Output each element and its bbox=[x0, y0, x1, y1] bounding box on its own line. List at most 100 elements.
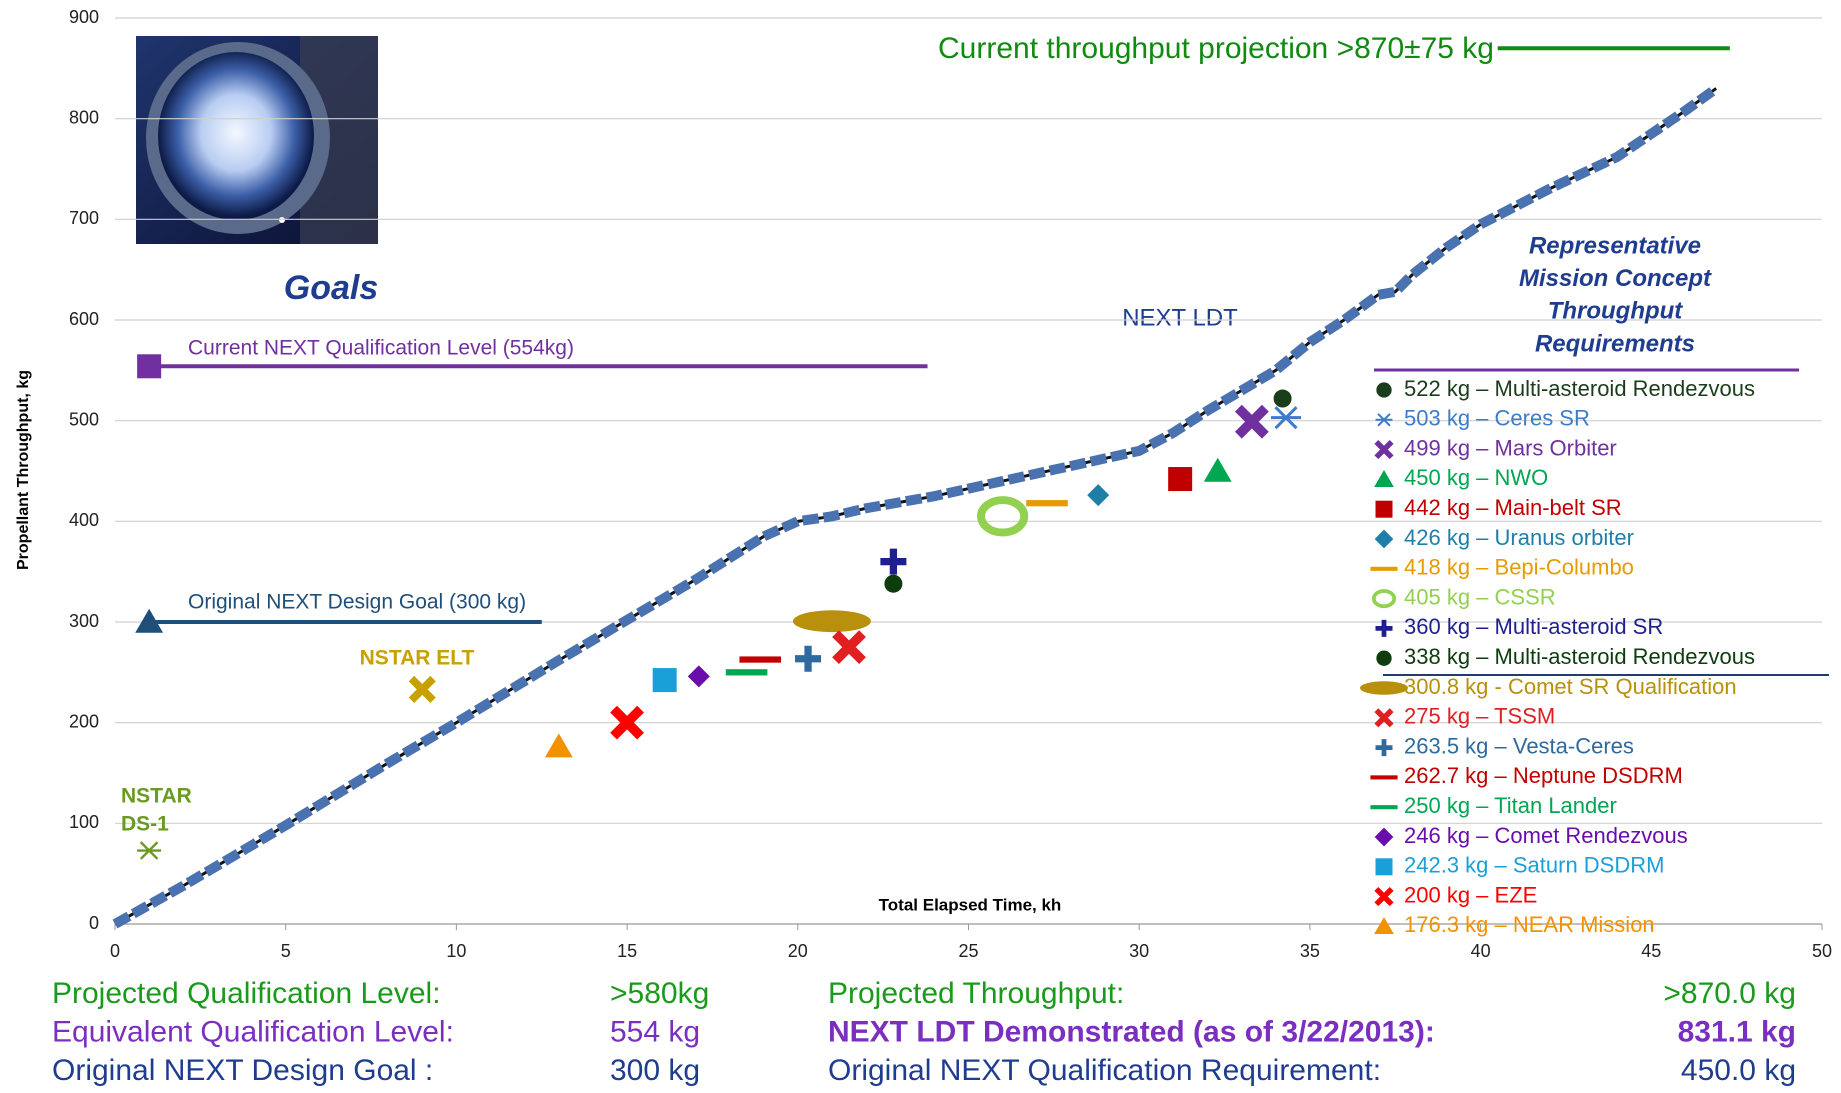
legend-symbol bbox=[1374, 887, 1394, 907]
mission-point bbox=[544, 733, 573, 758]
y-tick-label: 400 bbox=[69, 510, 99, 530]
footer-value: 831.1 kg bbox=[1678, 1015, 1796, 1048]
mission-point bbox=[687, 665, 710, 688]
mission-point bbox=[1026, 500, 1068, 507]
x-axis-title: Total Elapsed Time, kh bbox=[879, 895, 1062, 914]
legend-label: 246 kg – Comet Rendezvous bbox=[1404, 823, 1688, 848]
legend-symbol bbox=[1371, 589, 1397, 609]
thruster-photo bbox=[136, 36, 378, 244]
mission-point bbox=[884, 574, 903, 593]
footer-value: >870.0 kg bbox=[1663, 977, 1796, 1010]
mission-point bbox=[1271, 406, 1301, 430]
mission-point bbox=[977, 496, 1029, 537]
legend-label: 405 kg – CSSR bbox=[1404, 584, 1556, 609]
goal-label: NSTAR bbox=[121, 785, 192, 808]
legend-symbol bbox=[1360, 681, 1408, 695]
footer-label: NEXT LDT Demonstrated (as of 3/22/2013): bbox=[828, 1015, 1435, 1048]
legend-title: Requirements bbox=[1535, 330, 1695, 357]
legend-label: 242.3 kg – Saturn DSDRM bbox=[1404, 853, 1664, 878]
legend-symbol bbox=[1375, 413, 1393, 427]
legend-symbol bbox=[1375, 739, 1393, 757]
mission-point bbox=[1087, 484, 1110, 507]
mission-point bbox=[792, 610, 871, 633]
legend-symbol bbox=[1375, 500, 1393, 518]
footer-value: 554 kg bbox=[610, 1015, 700, 1048]
mission-point bbox=[795, 645, 822, 672]
goal-marker bbox=[135, 608, 164, 633]
y-tick-label: 900 bbox=[69, 7, 99, 27]
mission-point bbox=[725, 669, 768, 676]
legend-title: Throughput bbox=[1548, 298, 1684, 325]
x-tick-label: 10 bbox=[446, 941, 466, 961]
footer-value: >580kg bbox=[610, 977, 709, 1010]
mission-point bbox=[1203, 457, 1232, 482]
footer-label: Original NEXT Design Goal : bbox=[52, 1054, 433, 1087]
y-tick-label: 100 bbox=[69, 812, 99, 832]
y-tick-label: 300 bbox=[69, 611, 99, 631]
legend-label: 503 kg – Ceres SR bbox=[1404, 406, 1590, 431]
legend-label: 300.8 kg - Comet SR Qualification bbox=[1404, 674, 1737, 699]
legend-symbol bbox=[1370, 775, 1398, 780]
y-tick-label: 500 bbox=[69, 409, 99, 429]
goal-marker bbox=[408, 675, 436, 703]
legend-label: 360 kg – Multi-asteroid SR bbox=[1404, 614, 1663, 639]
legend-title: Mission Concept bbox=[1519, 265, 1712, 292]
y-axis-title: Propellant Throughput, kg bbox=[15, 370, 32, 570]
legend-title: Representative bbox=[1529, 232, 1701, 259]
legend-label: 442 kg – Main-belt SR bbox=[1404, 495, 1622, 520]
legend-symbol bbox=[1376, 382, 1392, 398]
x-tick-label: 45 bbox=[1641, 941, 1661, 961]
legend-label: 263.5 kg – Vesta-Ceres bbox=[1404, 733, 1634, 758]
goal-label: Original NEXT Design Goal (300 kg) bbox=[188, 591, 526, 614]
legend-label: 450 kg – NWO bbox=[1404, 465, 1548, 490]
x-tick-label: 20 bbox=[788, 941, 808, 961]
legend-label: 275 kg – TSSM bbox=[1404, 704, 1555, 729]
mission-point bbox=[1273, 389, 1292, 408]
mission-point bbox=[739, 656, 782, 663]
series-line bbox=[112, 84, 1720, 929]
x-tick-label: 0 bbox=[110, 941, 120, 961]
goal-label: Current throughput projection >870±75 kg bbox=[938, 32, 1494, 65]
legend-symbol bbox=[1374, 529, 1394, 549]
legend-symbol bbox=[1374, 917, 1394, 935]
footer-label: Projected Throughput: bbox=[828, 977, 1124, 1010]
mission-point bbox=[1168, 467, 1193, 492]
legend-label: 418 kg – Bepi-Columbo bbox=[1404, 555, 1634, 580]
legend-label: 522 kg – Multi-asteroid Rendezvous bbox=[1404, 376, 1755, 401]
legend-symbol bbox=[1375, 858, 1393, 876]
y-tick-label: 700 bbox=[69, 208, 99, 228]
goal-marker bbox=[137, 354, 162, 379]
legend-symbol bbox=[1375, 619, 1393, 637]
goal-label: NSTAR ELT bbox=[360, 647, 475, 670]
goal-marker bbox=[137, 841, 162, 860]
goal-label: DS-1 bbox=[121, 813, 169, 836]
legend-label: 426 kg – Uranus orbiter bbox=[1404, 525, 1634, 550]
goal-label: Current NEXT Qualification Level (554kg) bbox=[188, 337, 574, 360]
legend-label: 176.3 kg – NEAR Mission bbox=[1404, 912, 1655, 937]
x-tick-label: 40 bbox=[1471, 941, 1491, 961]
mission-point bbox=[610, 705, 644, 740]
footer-label: Original NEXT Qualification Requirement: bbox=[828, 1054, 1381, 1087]
legend-label: 250 kg – Titan Lander bbox=[1404, 793, 1617, 818]
series-label: NEXT LDT bbox=[1122, 304, 1238, 331]
goals-title: Goals bbox=[284, 269, 378, 307]
y-tick-label: 800 bbox=[69, 107, 99, 127]
x-tick-label: 50 bbox=[1812, 941, 1832, 961]
x-tick-label: 35 bbox=[1300, 941, 1320, 961]
mission-point bbox=[880, 548, 907, 575]
legend-label: 338 kg – Multi-asteroid Rendezvous bbox=[1404, 644, 1755, 669]
legend-symbol bbox=[1370, 805, 1398, 810]
legend-label: 200 kg – EZE bbox=[1404, 882, 1537, 907]
legend-symbol bbox=[1374, 708, 1394, 728]
footer-value: 300 kg bbox=[610, 1054, 700, 1087]
legend-symbol bbox=[1374, 470, 1394, 488]
legend-symbol bbox=[1374, 440, 1394, 460]
legend-label: 499 kg – Mars Orbiter bbox=[1404, 435, 1617, 460]
x-tick-label: 5 bbox=[281, 941, 291, 961]
y-tick-label: 0 bbox=[89, 913, 99, 933]
mission-point bbox=[652, 668, 677, 693]
footer-label: Projected Qualification Level: bbox=[52, 977, 441, 1010]
footer-value: 450.0 kg bbox=[1681, 1054, 1796, 1087]
